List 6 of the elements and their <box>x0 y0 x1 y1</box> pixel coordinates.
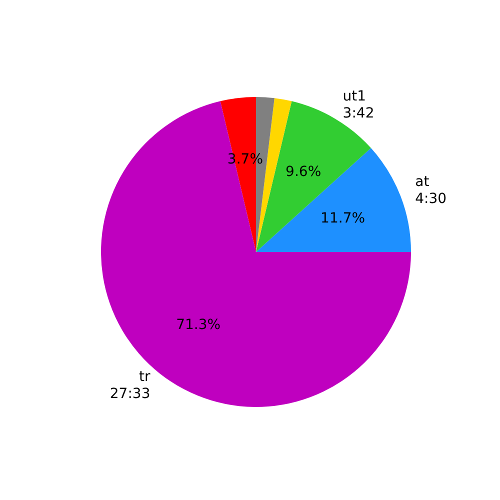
data-label: 9.6% <box>286 164 322 180</box>
data-label: 11.7% <box>320 210 366 227</box>
slice-label: tr 27:33 <box>110 369 150 402</box>
slice-label: ut1 3:42 <box>342 88 374 122</box>
slice-label: at 4:30 <box>415 174 447 208</box>
data-label: 71.3% <box>176 316 221 333</box>
